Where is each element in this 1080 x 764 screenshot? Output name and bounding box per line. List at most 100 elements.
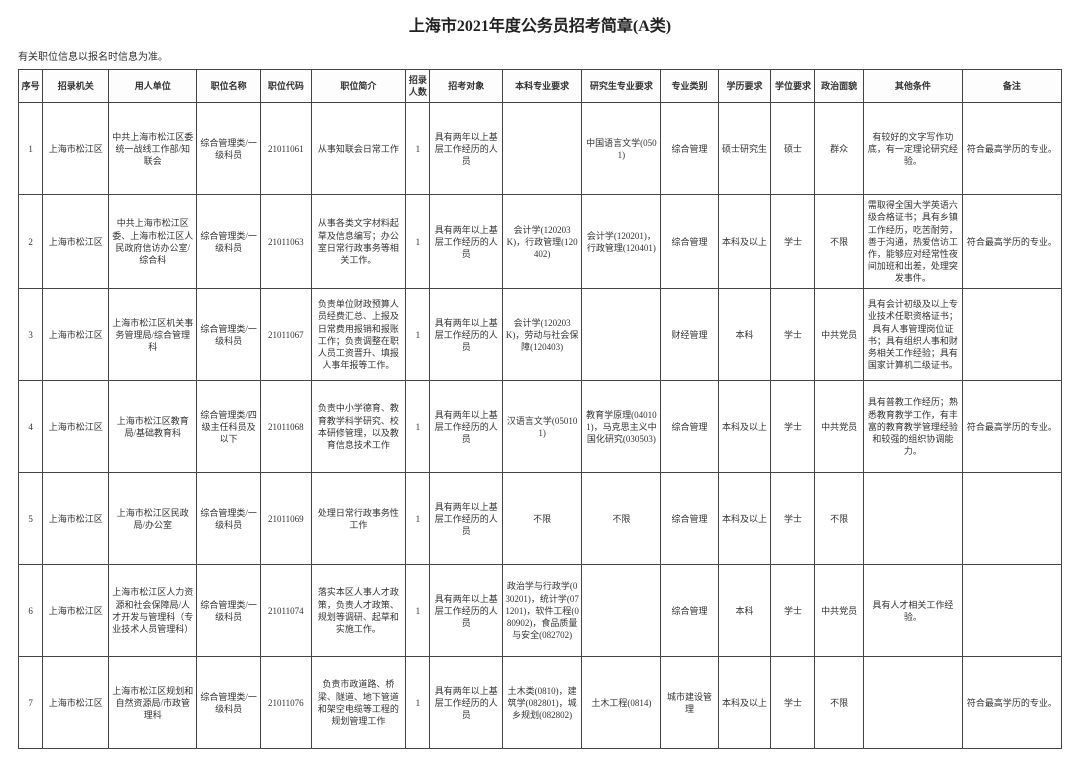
table-cell: 具有两年以上基层工作经历的人员: [430, 289, 503, 381]
table-cell: 中共上海市松江区委统一战线工作部/知联会: [109, 103, 197, 195]
table-cell: 具有两年以上基层工作经历的人员: [430, 473, 503, 565]
table-cell: 具有人才相关工作经验。: [863, 565, 962, 657]
table-cell: 上海市松江区民政局/办公室: [109, 473, 197, 565]
table-cell: 群众: [815, 103, 863, 195]
table-cell: 不限: [582, 473, 661, 565]
table-cell: 上海市松江区: [43, 381, 109, 473]
page-note: 有关职位信息以报名时信息为准。: [18, 48, 1062, 63]
table-cell: 不限: [815, 195, 863, 289]
col-header: 招考对象: [430, 70, 503, 103]
table-cell: 1: [406, 289, 430, 381]
table-cell: 需取得全国大学英语六级合格证书；具有乡镇工作经历，吃苦耐劳，善于沟通，热爱信访工…: [863, 195, 962, 289]
table-cell: 处理日常行政事务性工作: [311, 473, 406, 565]
col-header: 专业类别: [661, 70, 718, 103]
table-cell: [863, 657, 962, 749]
table-cell: 中国语言文学(0501): [582, 103, 661, 195]
table-cell: 上海市松江区: [43, 289, 109, 381]
table-cell: 会计学(120201)，行政管理(120401): [582, 195, 661, 289]
table-cell: 本科: [718, 565, 771, 657]
table-cell: 土木类(0810)，建筑学(082801)，城乡规划(082802): [503, 657, 582, 749]
table-cell: 有较好的文字写作功底，有一定理论研究经验。: [863, 103, 962, 195]
table-cell: 综合管理类/一级科员: [197, 657, 261, 749]
table-cell: 不限: [815, 473, 863, 565]
table-cell: 1: [406, 381, 430, 473]
col-header: 招录人数: [406, 70, 430, 103]
table-cell: 综合管理: [661, 103, 718, 195]
table-cell: 1: [406, 103, 430, 195]
table-cell: 土木工程(0814): [582, 657, 661, 749]
table-cell: 具有两年以上基层工作经历的人员: [430, 381, 503, 473]
table-cell: 上海市松江区: [43, 473, 109, 565]
table-cell: 具有普教工作经历；熟悉教育教学工作，有丰富的教育教学管理经验和较强的组织协调能力…: [863, 381, 962, 473]
table-cell: 21011067: [261, 289, 312, 381]
table-cell: 从事各类文字材料起草及信息编写；办公室日常行政事务等相关工作。: [311, 195, 406, 289]
table-cell: 综合管理类/一级科员: [197, 195, 261, 289]
table-cell: 综合管理类/四级主任科员及以下: [197, 381, 261, 473]
table-cell: 21011063: [261, 195, 312, 289]
table-cell: 综合管理: [661, 565, 718, 657]
col-header: 其他条件: [863, 70, 962, 103]
table-cell: 综合管理: [661, 195, 718, 289]
table-cell: 21011076: [261, 657, 312, 749]
table-cell: 上海市松江区: [43, 195, 109, 289]
table-cell: 会计学(120203K)，劳动与社会保障(120403): [503, 289, 582, 381]
table-cell: [503, 103, 582, 195]
col-header: 职位简介: [311, 70, 406, 103]
table-cell: 上海市松江区: [43, 565, 109, 657]
col-header: 学位要求: [771, 70, 815, 103]
table-cell: 城市建设管理: [661, 657, 718, 749]
table-row: 1上海市松江区中共上海市松江区委统一战线工作部/知联会综合管理类/一级科员210…: [19, 103, 1062, 195]
col-header: 职位名称: [197, 70, 261, 103]
table-row: 6上海市松江区上海市松江区人力资源和社会保障局/人才开发与管理科（专业技术人员管…: [19, 565, 1062, 657]
table-cell: 6: [19, 565, 43, 657]
table-cell: 综合管理: [661, 473, 718, 565]
table-cell: 21011061: [261, 103, 312, 195]
table-cell: 学士: [771, 289, 815, 381]
table-cell: 1: [406, 473, 430, 565]
table-cell: 不限: [503, 473, 582, 565]
table-cell: 本科: [718, 289, 771, 381]
table-cell: 具有会计初级及以上专业技术任职资格证书；具有人事管理岗位证书；具有组织人事和财务…: [863, 289, 962, 381]
col-header: 用人单位: [109, 70, 197, 103]
table-cell: 具有两年以上基层工作经历的人员: [430, 565, 503, 657]
table-cell: 硕士研究生: [718, 103, 771, 195]
table-cell: 上海市松江区规划和自然资源局/市政管理科: [109, 657, 197, 749]
table-cell: 1: [406, 195, 430, 289]
table-cell: 上海市松江区机关事务管理局/综合管理科: [109, 289, 197, 381]
table-cell: 1: [406, 565, 430, 657]
col-header: 备注: [962, 70, 1061, 103]
table-cell: 学士: [771, 195, 815, 289]
table-row: 2上海市松江区中共上海市松江区委、上海市松江区人民政府信访办公室/综合科综合管理…: [19, 195, 1062, 289]
table-cell: [582, 565, 661, 657]
table-cell: 符合最高学历的专业。: [962, 657, 1061, 749]
table-cell: 21011069: [261, 473, 312, 565]
table-cell: 1: [406, 657, 430, 749]
table-cell: 负责中小学德育、教育教学科学研究、校本研修管理，以及教育信息技术工作: [311, 381, 406, 473]
col-header: 研究生专业要求: [582, 70, 661, 103]
table-cell: 符合最高学历的专业。: [962, 103, 1061, 195]
table-cell: 落实本区人事人才政策，负责人才政策、规划等调研、起草和实施工作。: [311, 565, 406, 657]
col-header: 政治面貌: [815, 70, 863, 103]
table-cell: 财经管理: [661, 289, 718, 381]
table-cell: 具有两年以上基层工作经历的人员: [430, 657, 503, 749]
table-cell: 具有两年以上基层工作经历的人员: [430, 103, 503, 195]
table-cell: 从事知联会日常工作: [311, 103, 406, 195]
table-cell: 综合管理类/一级科员: [197, 103, 261, 195]
col-header: 学历要求: [718, 70, 771, 103]
table-cell: 硕士: [771, 103, 815, 195]
table-cell: 3: [19, 289, 43, 381]
recruitment-table: 序号招录机关用人单位职位名称职位代码职位简介招录人数招考对象本科专业要求研究生专…: [18, 69, 1062, 749]
table-cell: 会计学(120203K)，行政管理(120402): [503, 195, 582, 289]
table-cell: 综合管理类/一级科员: [197, 289, 261, 381]
table-cell: 2: [19, 195, 43, 289]
table-cell: 上海市松江区: [43, 103, 109, 195]
table-cell: 学士: [771, 565, 815, 657]
table-cell: 学士: [771, 657, 815, 749]
table-cell: 汉语言文学(050101): [503, 381, 582, 473]
table-cell: 4: [19, 381, 43, 473]
table-row: 3上海市松江区上海市松江区机关事务管理局/综合管理科综合管理类/一级科员2101…: [19, 289, 1062, 381]
table-cell: 上海市松江区人力资源和社会保障局/人才开发与管理科（专业技术人员管理科）: [109, 565, 197, 657]
table-cell: 1: [19, 103, 43, 195]
table-cell: 中共党员: [815, 289, 863, 381]
table-cell: 中共党员: [815, 381, 863, 473]
